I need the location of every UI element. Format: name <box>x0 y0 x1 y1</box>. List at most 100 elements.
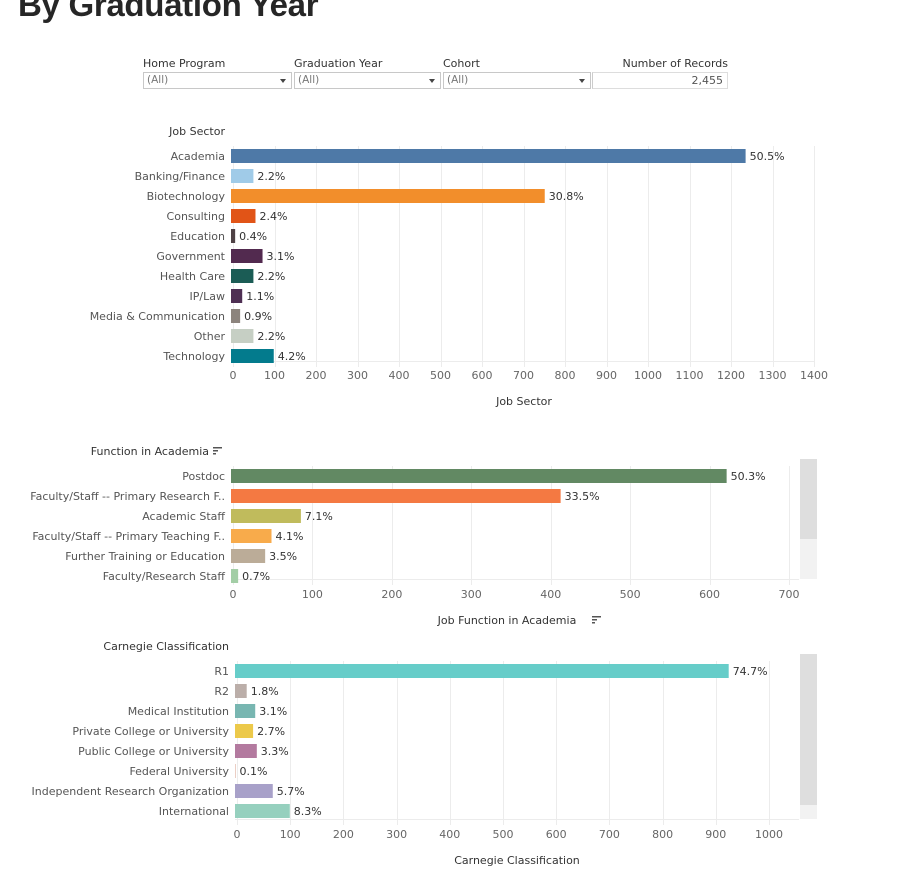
tick-label: 700 <box>599 828 620 841</box>
tick-label: 1400 <box>800 369 828 382</box>
category-label: Consulting <box>167 210 225 223</box>
dropdown-value: (All) <box>298 74 320 86</box>
bar[interactable] <box>231 329 254 343</box>
category-label: Other <box>194 330 226 343</box>
bar[interactable] <box>231 529 272 543</box>
x-axis-title: Job Sector <box>495 395 552 408</box>
data-label: 33.5% <box>565 490 600 503</box>
bar[interactable] <box>235 704 256 718</box>
chart-header: Function in Academia <box>91 445 209 458</box>
graduation-year-dropdown[interactable]: (All) <box>294 72 441 89</box>
category-label: IP/Law <box>190 290 225 303</box>
data-label: 4.1% <box>276 530 304 543</box>
category-label: International <box>159 805 229 818</box>
tick-label: 300 <box>347 369 368 382</box>
bar[interactable] <box>235 684 247 698</box>
data-label: 8.3% <box>294 805 322 818</box>
dropdown-value: (All) <box>147 74 169 86</box>
category-label: Faculty/Staff -- Primary Research F.. <box>30 490 225 503</box>
home-program-dropdown[interactable]: (All) <box>143 72 292 89</box>
tick-label: 200 <box>381 588 402 601</box>
category-label: Further Training or Education <box>65 550 225 563</box>
bar[interactable] <box>235 764 236 778</box>
bar[interactable] <box>235 664 729 678</box>
data-label: 1.1% <box>246 290 274 303</box>
category-label: Postdoc <box>182 470 225 483</box>
category-label: Federal University <box>129 765 229 778</box>
tick-label: 800 <box>555 369 576 382</box>
tick-label: 800 <box>652 828 673 841</box>
bar[interactable] <box>231 569 239 583</box>
tick-label: 1300 <box>759 369 787 382</box>
tick-label: 900 <box>596 369 617 382</box>
bar[interactable] <box>235 744 257 758</box>
bar[interactable] <box>231 169 254 183</box>
bar[interactable] <box>231 349 274 363</box>
tick-label: 1000 <box>634 369 662 382</box>
data-label: 0.9% <box>244 310 272 323</box>
data-label: 3.3% <box>261 745 289 758</box>
carnegie-classification-chart: Carnegie Classification R1 74.7% R2 1.8% Medi… <box>32 640 817 867</box>
tick-label: 200 <box>306 369 327 382</box>
chevron-down-icon <box>579 79 585 83</box>
bar[interactable] <box>235 804 290 818</box>
tick-label: 700 <box>513 369 534 382</box>
bar[interactable] <box>231 469 727 483</box>
bar[interactable] <box>235 724 254 738</box>
tick-label: 0 <box>230 369 237 382</box>
filter-label: Home Program <box>143 57 226 70</box>
category-label: Media & Communication <box>90 310 225 323</box>
data-label: 2.2% <box>257 170 285 183</box>
bar[interactable] <box>231 309 241 323</box>
bar[interactable] <box>231 269 254 283</box>
sort-icon[interactable] <box>592 616 601 624</box>
bar[interactable] <box>231 209 256 223</box>
bar[interactable] <box>231 289 243 303</box>
scrollbar-thumb[interactable] <box>800 459 817 539</box>
category-label: Faculty/Research Staff <box>103 570 226 583</box>
category-label: Faculty/Staff -- Primary Teaching F.. <box>32 530 225 543</box>
tick-label: 1200 <box>717 369 745 382</box>
data-label: 3.1% <box>259 705 287 718</box>
data-label: 50.3% <box>731 470 766 483</box>
category-label: Independent Research Organization <box>32 785 230 798</box>
data-label: 30.8% <box>549 190 584 203</box>
bar[interactable] <box>231 189 545 203</box>
data-label: 5.7% <box>277 785 305 798</box>
tick-label: 0 <box>234 828 241 841</box>
bar[interactable] <box>231 249 263 263</box>
tick-label: 300 <box>461 588 482 601</box>
sort-icon[interactable] <box>213 447 222 455</box>
bar[interactable] <box>231 229 236 243</box>
x-axis-title: Job Function in Academia <box>437 614 577 627</box>
category-label: Academic Staff <box>142 510 225 523</box>
filter-label: Graduation Year <box>294 57 383 70</box>
tick-label: 600 <box>472 369 493 382</box>
number-of-records: Number of Records 2,455 <box>592 56 728 89</box>
bar[interactable] <box>235 784 273 798</box>
data-label: 2.2% <box>257 270 285 283</box>
bar[interactable] <box>231 489 561 503</box>
filter-home-program: Home Program (All) <box>143 56 292 89</box>
tick-label: 100 <box>302 588 323 601</box>
category-label: R1 <box>214 665 229 678</box>
bar[interactable] <box>231 509 301 523</box>
chevron-down-icon <box>280 79 286 83</box>
dropdown-value: (All) <box>447 74 469 86</box>
category-label: Technology <box>162 350 225 363</box>
category-label: Academia <box>171 150 225 163</box>
tick-label: 0 <box>230 588 237 601</box>
data-label: 50.5% <box>750 150 785 163</box>
bar[interactable] <box>231 149 746 163</box>
data-label: 3.1% <box>267 250 295 263</box>
data-label: 2.2% <box>257 330 285 343</box>
bar[interactable] <box>231 549 266 563</box>
tick-label: 400 <box>540 588 561 601</box>
tick-label: 200 <box>333 828 354 841</box>
scrollbar-thumb[interactable] <box>800 654 817 805</box>
cohort-dropdown[interactable]: (All) <box>443 72 591 89</box>
tick-label: 1000 <box>755 828 783 841</box>
job-sector-chart: Job Sector Academia 50.5% Banking/Finance 2.… <box>90 125 828 408</box>
category-label: R2 <box>214 685 229 698</box>
tick-label: 700 <box>779 588 800 601</box>
